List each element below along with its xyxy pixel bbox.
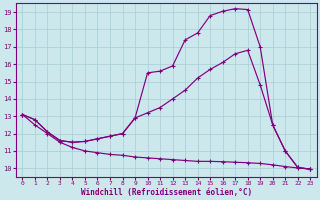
X-axis label: Windchill (Refroidissement éolien,°C): Windchill (Refroidissement éolien,°C) <box>81 188 252 197</box>
